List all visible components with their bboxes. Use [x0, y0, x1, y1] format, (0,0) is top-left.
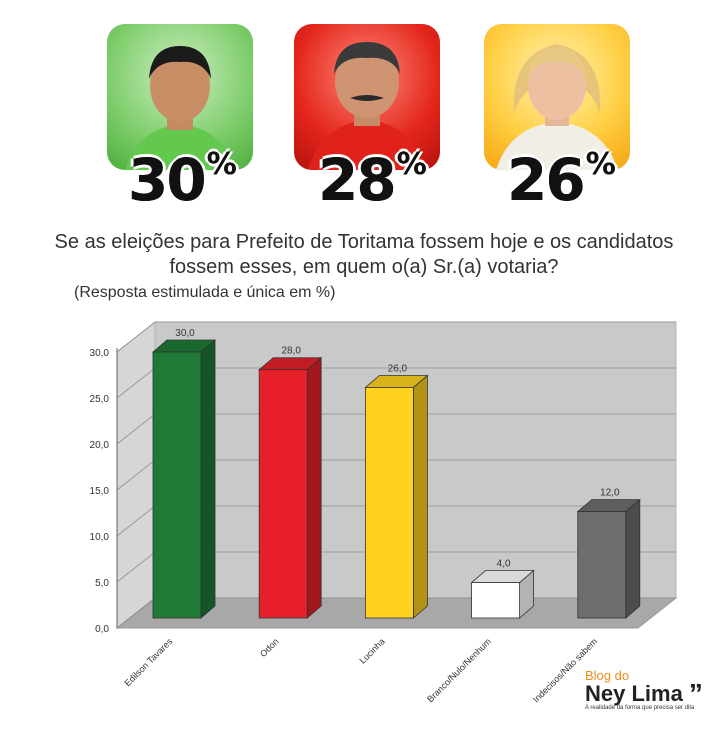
bar	[471, 582, 521, 619]
candidate-percent-2: 28%	[318, 146, 427, 214]
candidate-percent-3: 26%	[507, 146, 616, 214]
bar-chart: 0,0 5,0 10,0 15,0 20,0 25,0 30,0 30,0 Edilson Ta…	[90, 320, 678, 705]
brand-line-2: Ney Lima”	[585, 678, 703, 709]
y-tick-label: 5,0	[95, 578, 109, 589]
candidate-portrait-3	[496, 44, 618, 170]
survey-question: Se as eleições para Prefeito de Toritama…	[54, 231, 674, 278]
survey-note: (Resposta estimulada e única em %)	[74, 284, 336, 301]
y-tick-label: 20,0	[90, 440, 110, 451]
x-category-label: Lucinha	[357, 636, 386, 665]
bar-side	[412, 374, 428, 619]
y-tick-label: 25,0	[90, 394, 110, 405]
bar-value-label: 26,0	[388, 363, 408, 374]
brand-line-1: Blog do	[585, 668, 630, 683]
bar	[258, 369, 308, 619]
x-category-label: Odon	[258, 636, 281, 659]
gridline	[116, 321, 676, 353]
brand-logo: Blog do Ney Lima” A realidade da forma q…	[585, 668, 715, 711]
candidate-photo-3	[484, 24, 630, 170]
brand-tagline: A realidade da forma que precisa ser dit…	[585, 705, 695, 711]
bar	[152, 351, 202, 619]
candidate-photo-2	[294, 24, 440, 170]
y-tick-label: 30,0	[90, 348, 110, 359]
x-category-label: Edilson Tavares	[123, 636, 175, 688]
bar-value-label: 12,0	[600, 488, 620, 499]
candidate-portrait-2	[308, 42, 426, 170]
bar-value-label: 28,0	[281, 346, 301, 357]
candidate-percent-1: 30%	[128, 146, 237, 214]
bar	[364, 387, 414, 619]
y-tick-label: 10,0	[90, 532, 110, 543]
bar-value-label: 4,0	[497, 559, 511, 570]
y-tick-label: 15,0	[90, 486, 110, 497]
x-category-label: Branco/Nulo/Nenhum	[425, 636, 493, 704]
bar	[577, 511, 627, 619]
bar-side	[200, 339, 216, 619]
bar-side	[306, 356, 322, 619]
y-tick-label: 0,0	[95, 624, 109, 635]
candidate-photo-1	[107, 24, 253, 170]
bar-value-label: 30,0	[175, 328, 195, 339]
bar-side	[625, 498, 641, 619]
candidate-portrait-1	[125, 46, 235, 170]
